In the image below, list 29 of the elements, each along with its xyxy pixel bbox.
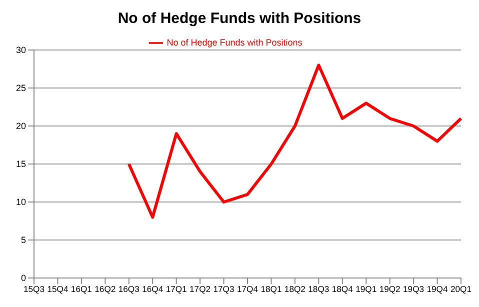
x-tick-label: 16Q1 (70, 284, 92, 294)
x-tick-label: 19Q3 (403, 284, 424, 294)
x-tick-label: 19Q2 (379, 284, 401, 294)
x-tick-label: 16Q3 (118, 284, 140, 294)
y-tick-label: 5 (20, 235, 26, 246)
x-tick-label: 19Q1 (356, 284, 377, 294)
y-tick-label: 15 (16, 159, 26, 170)
x-tick-label: 18Q3 (308, 284, 330, 294)
x-tick-label: 16Q2 (94, 284, 116, 294)
y-tick-label: 0 (20, 273, 26, 284)
chart-title: No of Hedge Funds with Positions (116, 10, 362, 27)
line-series (127, 64, 462, 219)
legend-label: No of Hedge Funds with Positions (166, 37, 302, 48)
x-tick-label: 15Q4 (47, 284, 68, 294)
y-tick-label: 30 (16, 45, 26, 56)
x-tick-label: 17Q1 (166, 284, 188, 294)
x-tick-label: 19Q4 (426, 284, 448, 294)
x-tick-label: 18Q1 (260, 284, 282, 294)
x-tick-label: 20Q1 (450, 284, 472, 294)
x-tick-label: 18Q4 (332, 284, 354, 294)
x-tick-label: 18Q2 (284, 284, 306, 294)
x-tick-label: 15Q3 (23, 284, 45, 294)
x-tick-label: 17Q4 (236, 284, 258, 294)
x-tick-label: 16Q4 (142, 284, 164, 294)
y-tick-label: 20 (16, 121, 26, 132)
x-tick-label: 17Q3 (213, 284, 235, 294)
y-tick-label: 10 (16, 197, 26, 208)
y-tick-label: 25 (16, 83, 26, 94)
x-tick-label: 17Q2 (190, 284, 211, 294)
